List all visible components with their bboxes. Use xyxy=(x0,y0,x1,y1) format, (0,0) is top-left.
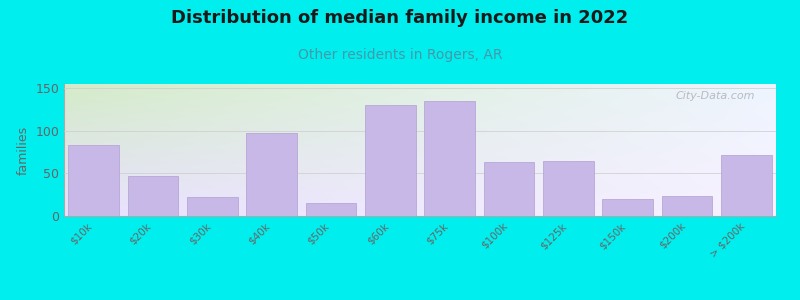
Text: Other residents in Rogers, AR: Other residents in Rogers, AR xyxy=(298,48,502,62)
Bar xyxy=(484,162,534,216)
Bar xyxy=(721,155,771,216)
Bar xyxy=(365,105,415,216)
Bar xyxy=(662,196,712,216)
Bar xyxy=(187,197,238,216)
Bar xyxy=(246,133,297,216)
Bar xyxy=(306,203,356,216)
Bar xyxy=(425,101,475,216)
Bar xyxy=(128,176,178,216)
Bar xyxy=(543,160,594,216)
Bar xyxy=(69,145,119,216)
Text: City-Data.com: City-Data.com xyxy=(675,91,754,100)
Y-axis label: families: families xyxy=(17,125,30,175)
Text: Distribution of median family income in 2022: Distribution of median family income in … xyxy=(171,9,629,27)
Bar xyxy=(602,199,653,216)
